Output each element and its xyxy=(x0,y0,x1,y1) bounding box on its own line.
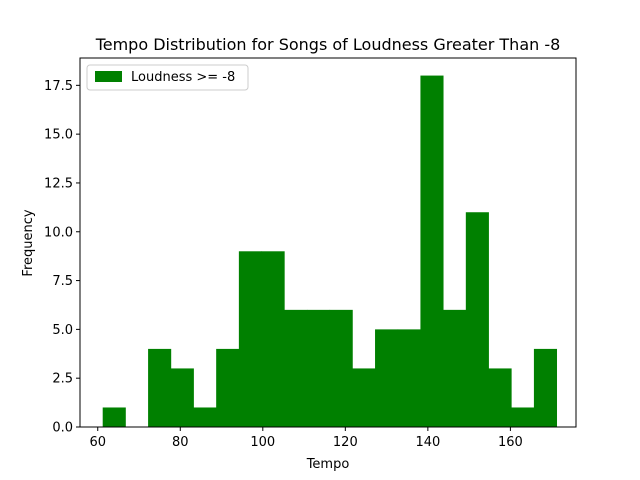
histogram-bar xyxy=(443,309,467,427)
histogram-bar xyxy=(375,329,399,427)
histogram-bar xyxy=(533,348,558,427)
chart-title: Tempo Distribution for Songs of Loudness… xyxy=(95,35,561,54)
legend-box xyxy=(86,64,249,91)
legend-swatch xyxy=(95,71,122,82)
x-tick-label: 60 xyxy=(89,435,106,450)
histogram-bar xyxy=(216,348,240,427)
legend: Loudness >= -8 xyxy=(86,64,249,91)
histogram-bar xyxy=(397,329,421,427)
histogram-bars xyxy=(102,75,558,427)
histogram-bar xyxy=(284,309,308,427)
x-axis-ticks: 60 80 100 120 140 160 xyxy=(89,427,523,450)
x-tick-label: 100 xyxy=(250,435,275,450)
histogram-bar xyxy=(465,212,489,427)
histogram-bar xyxy=(170,368,194,427)
y-axis-label: Frequency xyxy=(21,209,36,276)
y-tick-label: 17.5 xyxy=(44,79,73,94)
y-tick-label: 10.0 xyxy=(44,225,73,240)
y-tick-label: 0.0 xyxy=(52,421,73,436)
y-tick-label: 12.5 xyxy=(44,176,73,191)
histogram-bar xyxy=(420,75,444,427)
x-axis-label: Tempo xyxy=(306,457,350,472)
histogram-bar xyxy=(511,407,535,427)
histogram-bar xyxy=(329,309,353,427)
histogram-bar xyxy=(488,368,512,427)
y-tick-label: 7.5 xyxy=(52,274,73,289)
x-tick-label: 160 xyxy=(498,435,523,450)
y-axis-ticks: 0.0 2.5 5.0 7.5 10.0 12.5 15.0 17.5 xyxy=(44,79,80,436)
histogram-bar xyxy=(238,251,262,427)
x-tick-label: 140 xyxy=(415,435,440,450)
x-tick-label: 120 xyxy=(333,435,358,450)
histogram-bar xyxy=(306,309,331,427)
plot-frame xyxy=(79,57,577,428)
histogram-bar xyxy=(352,368,376,427)
x-tick-label: 80 xyxy=(172,435,189,450)
y-tick-label: 15.0 xyxy=(44,128,73,143)
histogram-bar xyxy=(148,348,172,427)
histogram-bar xyxy=(261,251,285,427)
legend-label: Loudness >= -8 xyxy=(131,70,235,85)
y-tick-label: 5.0 xyxy=(52,323,73,338)
histogram-bar xyxy=(102,407,126,427)
y-tick-label: 2.5 xyxy=(52,372,73,387)
histogram-bar xyxy=(193,407,217,427)
